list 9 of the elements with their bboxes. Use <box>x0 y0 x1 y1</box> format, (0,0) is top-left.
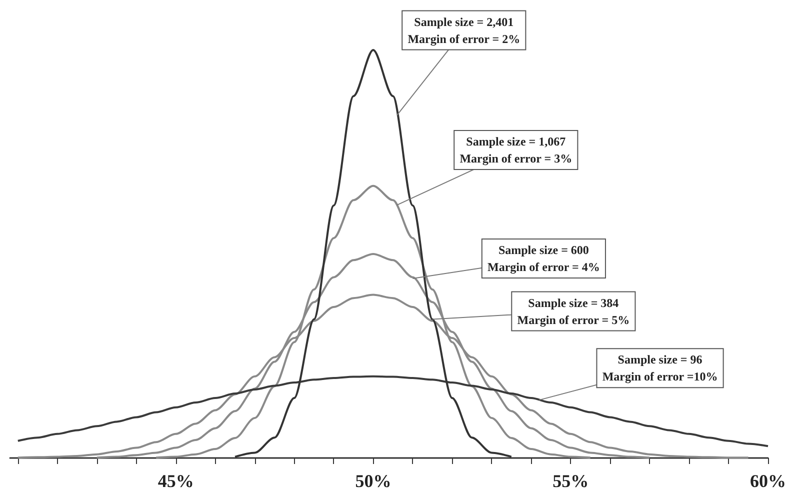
x-tick-label: 45% <box>158 471 194 491</box>
annotation: Sample size = 1,067 Margin of error = 3% <box>460 134 572 166</box>
x-tick-label: 50% <box>355 471 392 491</box>
annotation: Sample size = 96 Margin of error =10% <box>602 352 718 384</box>
annotation: Sample size = 600 Margin of error = 4% <box>488 242 600 274</box>
x-tick-label: 55% <box>552 471 589 491</box>
annotation: Sample size = 384 Margin of error = 5% <box>517 296 630 327</box>
annotation: Sample size = 2,401 Margin of error = 2% <box>408 14 520 46</box>
x-tick-label: 60% <box>750 471 786 491</box>
